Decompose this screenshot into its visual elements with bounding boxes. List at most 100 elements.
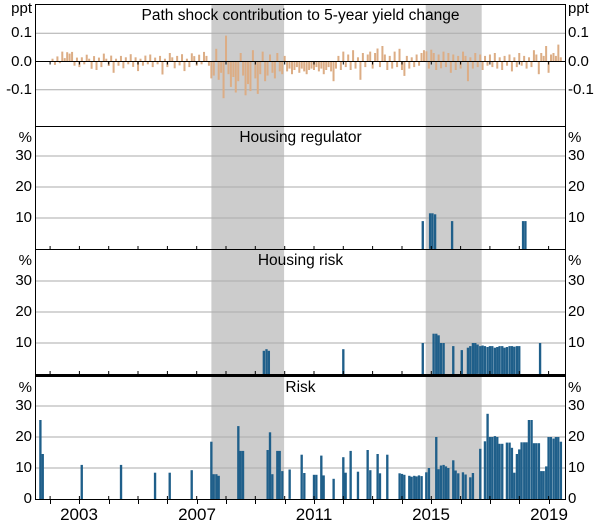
bar <box>220 61 223 73</box>
y-axis-unit-pct-left-3: % <box>18 379 32 396</box>
bar <box>371 61 374 69</box>
bar <box>173 61 176 69</box>
bar <box>185 58 188 62</box>
bar <box>540 53 543 62</box>
bar <box>437 335 440 374</box>
x-axis-tick <box>226 500 227 504</box>
bar <box>378 473 382 499</box>
bar <box>549 437 553 499</box>
x-tick-label: 2007 <box>178 505 216 524</box>
bar <box>80 464 83 499</box>
bar <box>491 437 494 499</box>
bar <box>508 442 511 499</box>
bar <box>168 472 171 499</box>
bar <box>483 346 487 374</box>
bar <box>127 61 130 65</box>
bar <box>476 61 479 68</box>
bar <box>112 61 115 73</box>
bar <box>344 472 347 499</box>
y-tick-label: 10 <box>568 459 585 476</box>
bar <box>530 420 533 499</box>
bar <box>442 464 445 499</box>
bar <box>305 61 308 75</box>
y-tick-label: 0.0 <box>568 53 589 70</box>
bar <box>398 48 401 62</box>
bar <box>510 346 514 374</box>
bar <box>288 469 291 499</box>
bar <box>454 61 457 70</box>
bar <box>554 437 558 499</box>
bar <box>437 469 440 499</box>
bar <box>450 221 454 249</box>
bar <box>496 61 499 69</box>
bar <box>251 50 254 62</box>
y-axis-unit-pct-left-2: % <box>18 252 32 269</box>
bar <box>484 55 487 62</box>
bar <box>421 343 424 374</box>
bar <box>496 437 499 499</box>
bar <box>440 61 443 69</box>
bar <box>210 441 213 499</box>
bar <box>369 470 372 499</box>
bar <box>528 57 531 62</box>
bar <box>53 61 56 65</box>
bar <box>349 61 352 70</box>
bar <box>239 450 242 499</box>
bar <box>90 61 93 69</box>
bar <box>212 474 215 499</box>
panel-title-housing-risk: Housing risk <box>257 252 344 269</box>
bar <box>403 61 406 76</box>
bar <box>198 54 201 62</box>
bar <box>266 61 269 76</box>
bar <box>447 53 450 62</box>
bar <box>433 214 437 249</box>
bar <box>464 474 467 499</box>
bar <box>547 437 550 499</box>
bar <box>132 61 135 67</box>
bar <box>122 61 125 69</box>
bar <box>432 333 435 374</box>
panel-risk: Risk <box>35 377 566 500</box>
bar <box>153 472 157 499</box>
y-tick-label: 20 <box>15 428 32 445</box>
bar <box>356 471 360 499</box>
bar <box>342 457 345 499</box>
bar <box>278 450 281 499</box>
bar <box>550 54 553 62</box>
bar <box>486 413 489 499</box>
bar <box>508 54 511 62</box>
bar <box>359 61 362 80</box>
bar <box>105 58 108 62</box>
x-axis-tick <box>255 500 256 504</box>
bar <box>391 61 394 69</box>
x-axis-tick <box>167 500 168 504</box>
bar <box>181 54 184 62</box>
bar <box>266 450 269 499</box>
bar <box>447 468 450 499</box>
bar <box>498 57 501 62</box>
bar <box>547 61 550 73</box>
bar <box>217 475 220 499</box>
bar <box>325 61 328 70</box>
x-axis-tick <box>431 500 432 504</box>
bar <box>520 61 523 66</box>
housing-risk-plot <box>36 250 565 374</box>
bar <box>200 61 203 65</box>
bar <box>421 221 424 249</box>
bar <box>207 61 210 66</box>
bar <box>93 56 96 62</box>
bar <box>386 61 389 70</box>
bar <box>188 61 191 68</box>
bar <box>420 476 423 499</box>
bar <box>410 57 413 62</box>
bar <box>110 55 113 62</box>
bar <box>476 344 479 374</box>
y-tick-label: 30 <box>568 147 585 164</box>
x-axis-tick <box>402 500 403 504</box>
x-axis-tick <box>50 500 51 504</box>
bar <box>39 420 42 499</box>
bar <box>520 442 523 499</box>
bar <box>469 346 472 374</box>
y-tick-label: 30 <box>15 397 32 414</box>
bar <box>510 61 513 72</box>
